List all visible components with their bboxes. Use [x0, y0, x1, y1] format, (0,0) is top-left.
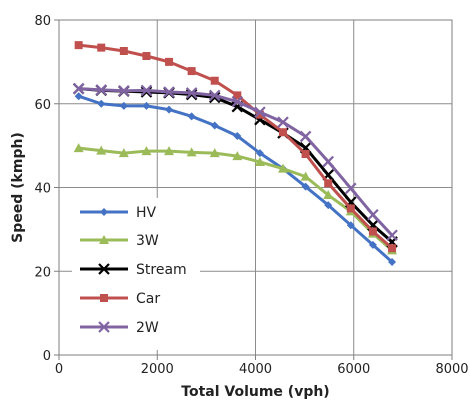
y-axis-title: Speed (kmph): [10, 132, 26, 243]
data-point-marker: [142, 101, 151, 110]
legend-entry-3w: 3W: [80, 233, 159, 249]
data-point-marker: [210, 121, 219, 130]
data-point-marker: [140, 84, 153, 97]
legend-label: Car: [136, 291, 160, 307]
data-point-marker: [368, 240, 377, 249]
data-point-marker: [231, 95, 244, 108]
data-point-marker: [368, 227, 377, 236]
data-point-marker: [97, 43, 106, 52]
data-point-marker: [210, 76, 219, 85]
series-lines: [72, 41, 398, 267]
y-tick-label: 60: [34, 98, 51, 113]
data-point-marker: [299, 130, 312, 143]
legend-entry-2w: 2W: [80, 320, 159, 336]
data-point-marker: [186, 147, 197, 157]
data-point-marker: [323, 190, 334, 200]
legend-label: 2W: [136, 320, 159, 336]
series-car: [74, 41, 397, 253]
data-point-marker: [346, 221, 355, 230]
series-hv: [74, 92, 397, 267]
y-tick-label: 40: [34, 182, 51, 197]
data-point-marker: [119, 46, 128, 55]
data-point-marker: [255, 149, 264, 158]
data-point-marker: [388, 244, 397, 253]
data-point-marker: [187, 67, 196, 76]
legend-label: Stream: [136, 262, 187, 278]
data-point-marker: [98, 263, 110, 275]
data-point-marker: [388, 258, 397, 267]
data-point-marker: [324, 201, 333, 210]
data-point-marker: [255, 110, 264, 119]
x-tick-label: 4000: [239, 362, 272, 377]
data-point-marker: [279, 128, 288, 137]
data-point-marker: [99, 235, 109, 244]
data-point-marker: [165, 57, 174, 66]
legend-label: HV: [136, 205, 157, 221]
data-point-marker: [254, 106, 266, 118]
data-point-marker: [74, 92, 83, 101]
data-point-marker: [96, 145, 107, 155]
data-point-marker: [233, 91, 242, 100]
data-point-marker: [367, 208, 379, 221]
x-tick-label: 2000: [141, 362, 174, 377]
data-point-marker: [164, 146, 175, 156]
legend: HV 3W Stream Car 2W: [72, 198, 200, 350]
x-axis-title: Total Volume (vph): [181, 384, 329, 400]
axis-ticks: 0 2000 4000 6000 8000 0 20 40 60 80: [34, 14, 468, 377]
data-point-marker: [346, 204, 355, 213]
data-point-marker: [165, 105, 174, 114]
data-point-marker: [300, 171, 311, 181]
data-point-marker: [208, 89, 221, 102]
y-tick-label: 80: [34, 14, 51, 29]
data-point-marker: [118, 84, 130, 97]
data-point-marker: [100, 294, 108, 302]
data-point-marker: [118, 148, 129, 158]
data-point-marker: [100, 208, 108, 216]
data-point-marker: [301, 150, 310, 158]
x-tick-label: 8000: [435, 362, 468, 377]
y-tick-label: 20: [34, 265, 51, 280]
legend-entry-car: Car: [80, 291, 160, 307]
data-point-marker: [278, 163, 289, 173]
x-tick-label: 6000: [337, 362, 370, 377]
data-point-marker: [187, 112, 196, 121]
data-point-marker: [254, 156, 265, 166]
data-point-marker: [98, 321, 110, 333]
data-point-marker: [163, 86, 175, 98]
x-tick-label: 0: [55, 362, 63, 377]
series-2w: [72, 82, 398, 242]
data-point-marker: [72, 82, 85, 95]
data-point-marker: [233, 131, 242, 140]
data-point-marker: [141, 146, 152, 156]
legend-entry-stream: Stream: [80, 262, 187, 278]
data-point-marker: [185, 88, 198, 101]
data-point-marker: [119, 101, 128, 110]
legend-entry-hv: HV: [80, 205, 157, 221]
data-point-marker: [277, 116, 289, 128]
data-point-marker: [345, 182, 357, 195]
data-point-marker: [301, 182, 310, 191]
legend-label: 3W: [136, 233, 159, 249]
y-tick-label: 0: [43, 349, 51, 364]
data-point-marker: [232, 151, 243, 161]
data-point-marker: [209, 148, 220, 158]
data-point-marker: [324, 179, 333, 188]
data-point-marker: [73, 143, 84, 153]
data-point-marker: [140, 86, 153, 98]
data-point-marker: [322, 155, 334, 168]
legend-background: [72, 198, 200, 350]
data-point-marker: [97, 99, 106, 108]
data-point-marker: [142, 52, 151, 61]
data-point-marker: [95, 84, 108, 96]
data-point-marker: [74, 41, 83, 50]
data-point-marker: [386, 229, 398, 242]
data-point-marker: [185, 87, 198, 99]
